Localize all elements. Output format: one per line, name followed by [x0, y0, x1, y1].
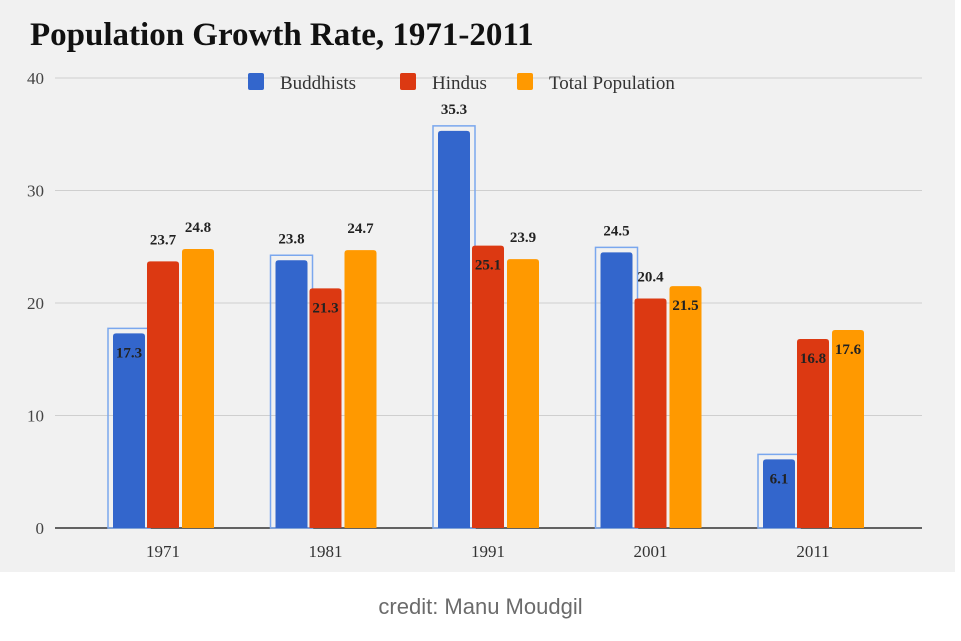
x-tick-label: 1981: [309, 542, 343, 561]
x-tick-label: 1971: [146, 542, 180, 561]
bar-total-population: [507, 259, 539, 528]
image-credit: credit: Manu Moudgil: [378, 594, 583, 619]
legend-label: Hindus: [432, 73, 487, 94]
data-label: 21.5: [672, 298, 698, 314]
bar-total-population: [832, 330, 864, 528]
x-tick-label: 2001: [634, 542, 668, 561]
x-tick-label: 2011: [796, 542, 829, 561]
y-tick-label: 40: [27, 69, 44, 88]
data-label: 24.5: [603, 223, 629, 239]
data-label: 17.6: [835, 342, 862, 358]
bar-hindus: [797, 339, 829, 528]
data-label: 23.9: [510, 230, 536, 246]
bar-buddhists: [438, 130, 470, 528]
bar-hindus: [472, 245, 504, 528]
bar-buddhists: [275, 260, 308, 528]
bar-buddhists: [763, 459, 795, 528]
bar-hindus: [147, 261, 179, 528]
legend-label: Total Population: [549, 73, 675, 94]
data-label: 25.1: [475, 258, 501, 274]
y-tick-label: 30: [27, 182, 44, 201]
data-label: 16.8: [800, 351, 826, 367]
y-tick-label: 20: [27, 294, 44, 313]
data-label: 17.3: [116, 345, 142, 361]
bar-hindus: [309, 288, 342, 528]
bar-total-population: [669, 286, 702, 528]
x-tick-label: 1991: [471, 542, 505, 561]
y-tick-label: 0: [36, 519, 45, 538]
legend-swatch: [248, 73, 264, 90]
bar-buddhists: [113, 333, 145, 528]
data-label: 24.7: [347, 221, 374, 237]
bar-total-population: [182, 249, 214, 528]
bar-chart: Population Growth Rate, 1971-2011 0 10 20 30…: [0, 0, 955, 572]
legend-swatch: [400, 73, 416, 90]
bar-total-population: [344, 250, 377, 528]
data-label: 20.4: [637, 270, 664, 286]
legend-swatch: [517, 73, 533, 90]
data-label: 6.1: [770, 471, 789, 487]
data-label: 21.3: [312, 300, 338, 316]
bar-buddhists: [600, 252, 633, 528]
data-label: 24.8: [185, 220, 211, 236]
data-label: 35.3: [441, 102, 467, 118]
data-label: 23.7: [150, 232, 177, 248]
bar-hindus: [634, 298, 667, 528]
chart-title: Population Growth Rate, 1971-2011: [30, 17, 534, 53]
legend-label: Buddhists: [280, 73, 356, 94]
y-tick-label: 10: [27, 407, 44, 426]
data-label: 23.8: [278, 231, 304, 247]
